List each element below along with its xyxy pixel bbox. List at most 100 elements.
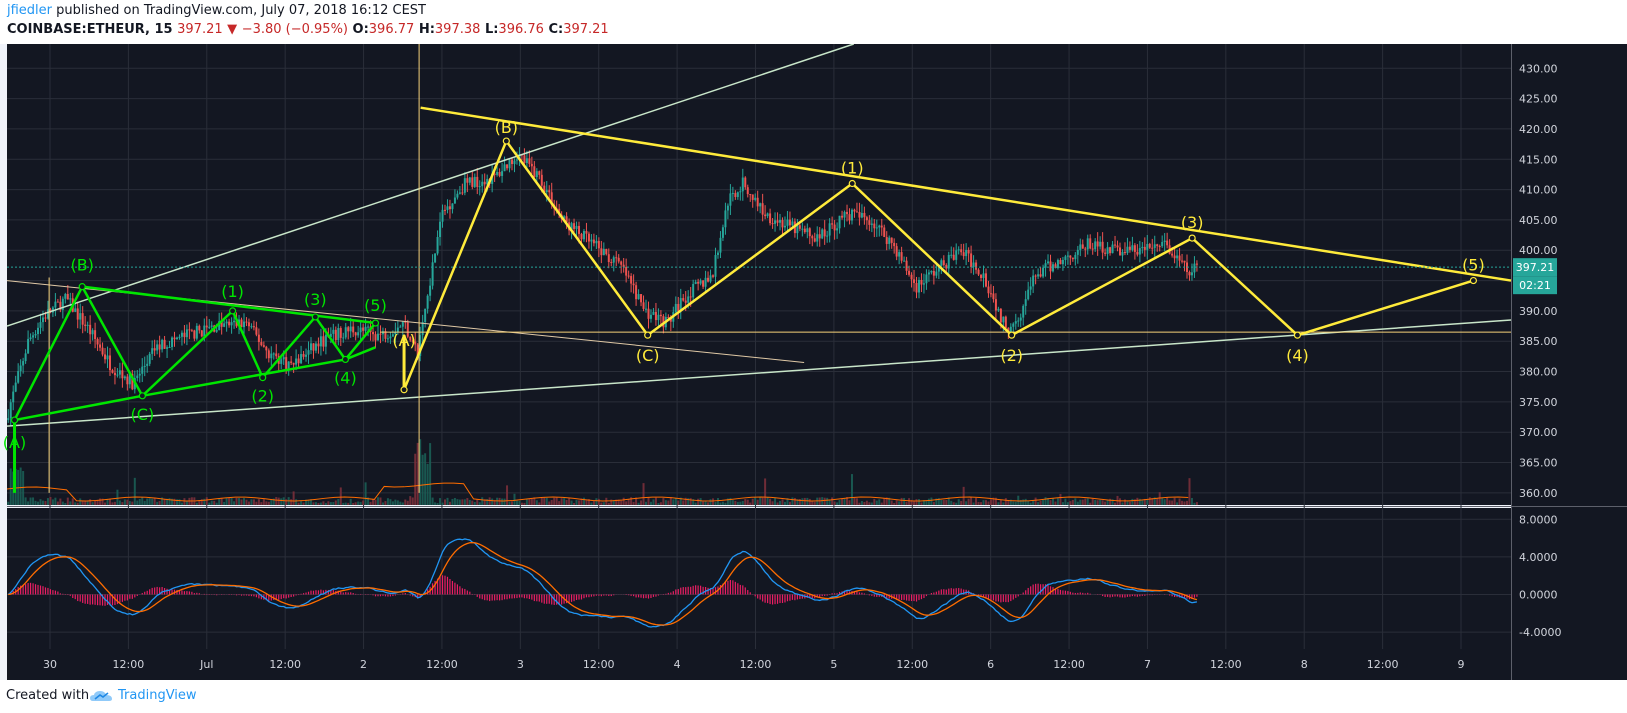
candle-body	[543, 185, 546, 193]
candle-body	[734, 193, 737, 198]
volume-bar	[1190, 497, 1193, 505]
volume-bar	[1044, 497, 1047, 505]
yellow-wave-label: (5)	[1462, 256, 1485, 275]
candle-body	[545, 190, 548, 193]
volume-bar	[947, 497, 950, 505]
volume-bar	[71, 498, 74, 505]
last-price-tag-label: 397.21	[1516, 261, 1555, 274]
volume-bar	[925, 500, 928, 505]
volume-bar	[59, 498, 62, 505]
volume-bar	[540, 497, 543, 505]
volume-bar	[37, 501, 40, 505]
volume-bar	[1027, 500, 1030, 505]
candle-body	[885, 237, 888, 244]
volume-bar	[394, 499, 397, 505]
candle-body	[483, 181, 486, 185]
candle-body	[1190, 272, 1193, 276]
candle-body	[684, 300, 687, 303]
volume-bar	[697, 498, 700, 505]
candle-body	[816, 234, 819, 242]
volume-bar	[255, 501, 258, 505]
volume-bar	[575, 500, 578, 505]
price-change: −3.80 (−0.95%)	[241, 22, 348, 37]
volume-bar	[41, 500, 44, 505]
candle-body	[106, 355, 109, 360]
volume-bar	[260, 502, 263, 505]
volume-bar	[357, 501, 360, 505]
candle-body	[262, 345, 265, 347]
symbol-label[interactable]: COINBASE:ETHEUR, 15	[7, 22, 173, 37]
candle-body	[620, 261, 623, 265]
candle-body	[771, 223, 774, 225]
volume-bar	[652, 499, 655, 505]
candle-body	[1017, 320, 1020, 322]
volume-bar	[257, 499, 260, 505]
volume-bar	[183, 498, 186, 505]
volume-bar	[267, 501, 270, 505]
candle-body	[940, 260, 943, 266]
volume-bar	[952, 502, 955, 505]
volume-bar	[91, 502, 94, 505]
candle-body	[471, 177, 474, 187]
candle-body	[171, 337, 174, 348]
candle-body	[1089, 238, 1092, 249]
candle-body	[1148, 243, 1151, 248]
yellow-wave-point	[1469, 276, 1478, 285]
volume-bar	[1181, 500, 1184, 505]
volume-bar	[123, 499, 126, 505]
green-lower-line	[344, 346, 376, 361]
candle-body	[1032, 275, 1035, 287]
candle-body	[1081, 244, 1084, 249]
time-tick-label: 12:00	[113, 658, 145, 671]
candle-body	[1158, 246, 1161, 248]
volume-bar	[171, 498, 174, 505]
volume-bar	[399, 501, 402, 505]
volume-bar	[220, 497, 223, 505]
volume-bar	[535, 500, 538, 505]
volume-bar	[46, 498, 49, 505]
tradingview-link[interactable]: TradingView	[118, 688, 197, 703]
candle-body	[932, 270, 935, 276]
volume-bar	[7, 501, 10, 505]
volume-bar	[332, 502, 335, 505]
volume-bar	[724, 502, 727, 505]
candle-body	[615, 257, 618, 259]
volume-bar	[386, 498, 389, 505]
candle-body	[910, 274, 913, 280]
chart-header: jfiedler published on TradingView.com, J…	[0, 0, 1627, 44]
candle-body	[444, 209, 447, 211]
volume-bar	[602, 502, 605, 505]
volume-bar	[327, 501, 330, 505]
volume-bar	[716, 498, 719, 505]
volume-bar	[138, 499, 141, 505]
candle-body	[669, 317, 672, 322]
volume-bar	[56, 501, 59, 505]
volume-bar	[1064, 498, 1067, 505]
volume-bar	[44, 501, 47, 505]
volume-bar	[461, 499, 464, 505]
volume-bar	[932, 501, 935, 505]
countdown-tag	[1513, 276, 1557, 295]
yellow-wave-label: (1)	[841, 159, 864, 178]
price-chart[interactable]: (A) (B) (C) (1) (2) (3) (4) (5) (A) (B) (C) (1) (2) (…	[0, 44, 1627, 680]
candle-body	[158, 344, 161, 350]
author-link[interactable]: jfiedler	[7, 3, 53, 18]
open-value: 396.77	[368, 22, 415, 37]
candle-body	[843, 211, 846, 218]
volume-bar	[156, 501, 159, 505]
candle-body	[1076, 249, 1079, 255]
price-tick-label: 360.00	[1519, 487, 1558, 500]
volume-bar	[659, 502, 662, 505]
volume-bar	[568, 498, 571, 505]
volume-bar	[424, 453, 427, 505]
volume-bar	[96, 499, 99, 505]
volume-bar	[158, 500, 161, 505]
volume-bar	[776, 502, 779, 505]
candle-body	[841, 215, 844, 218]
candle-body	[548, 190, 551, 193]
candle-body	[1188, 272, 1191, 276]
volume-bar	[709, 499, 712, 505]
candle-body	[898, 252, 901, 257]
candle-body	[1086, 238, 1089, 250]
volume-bar	[617, 499, 620, 505]
